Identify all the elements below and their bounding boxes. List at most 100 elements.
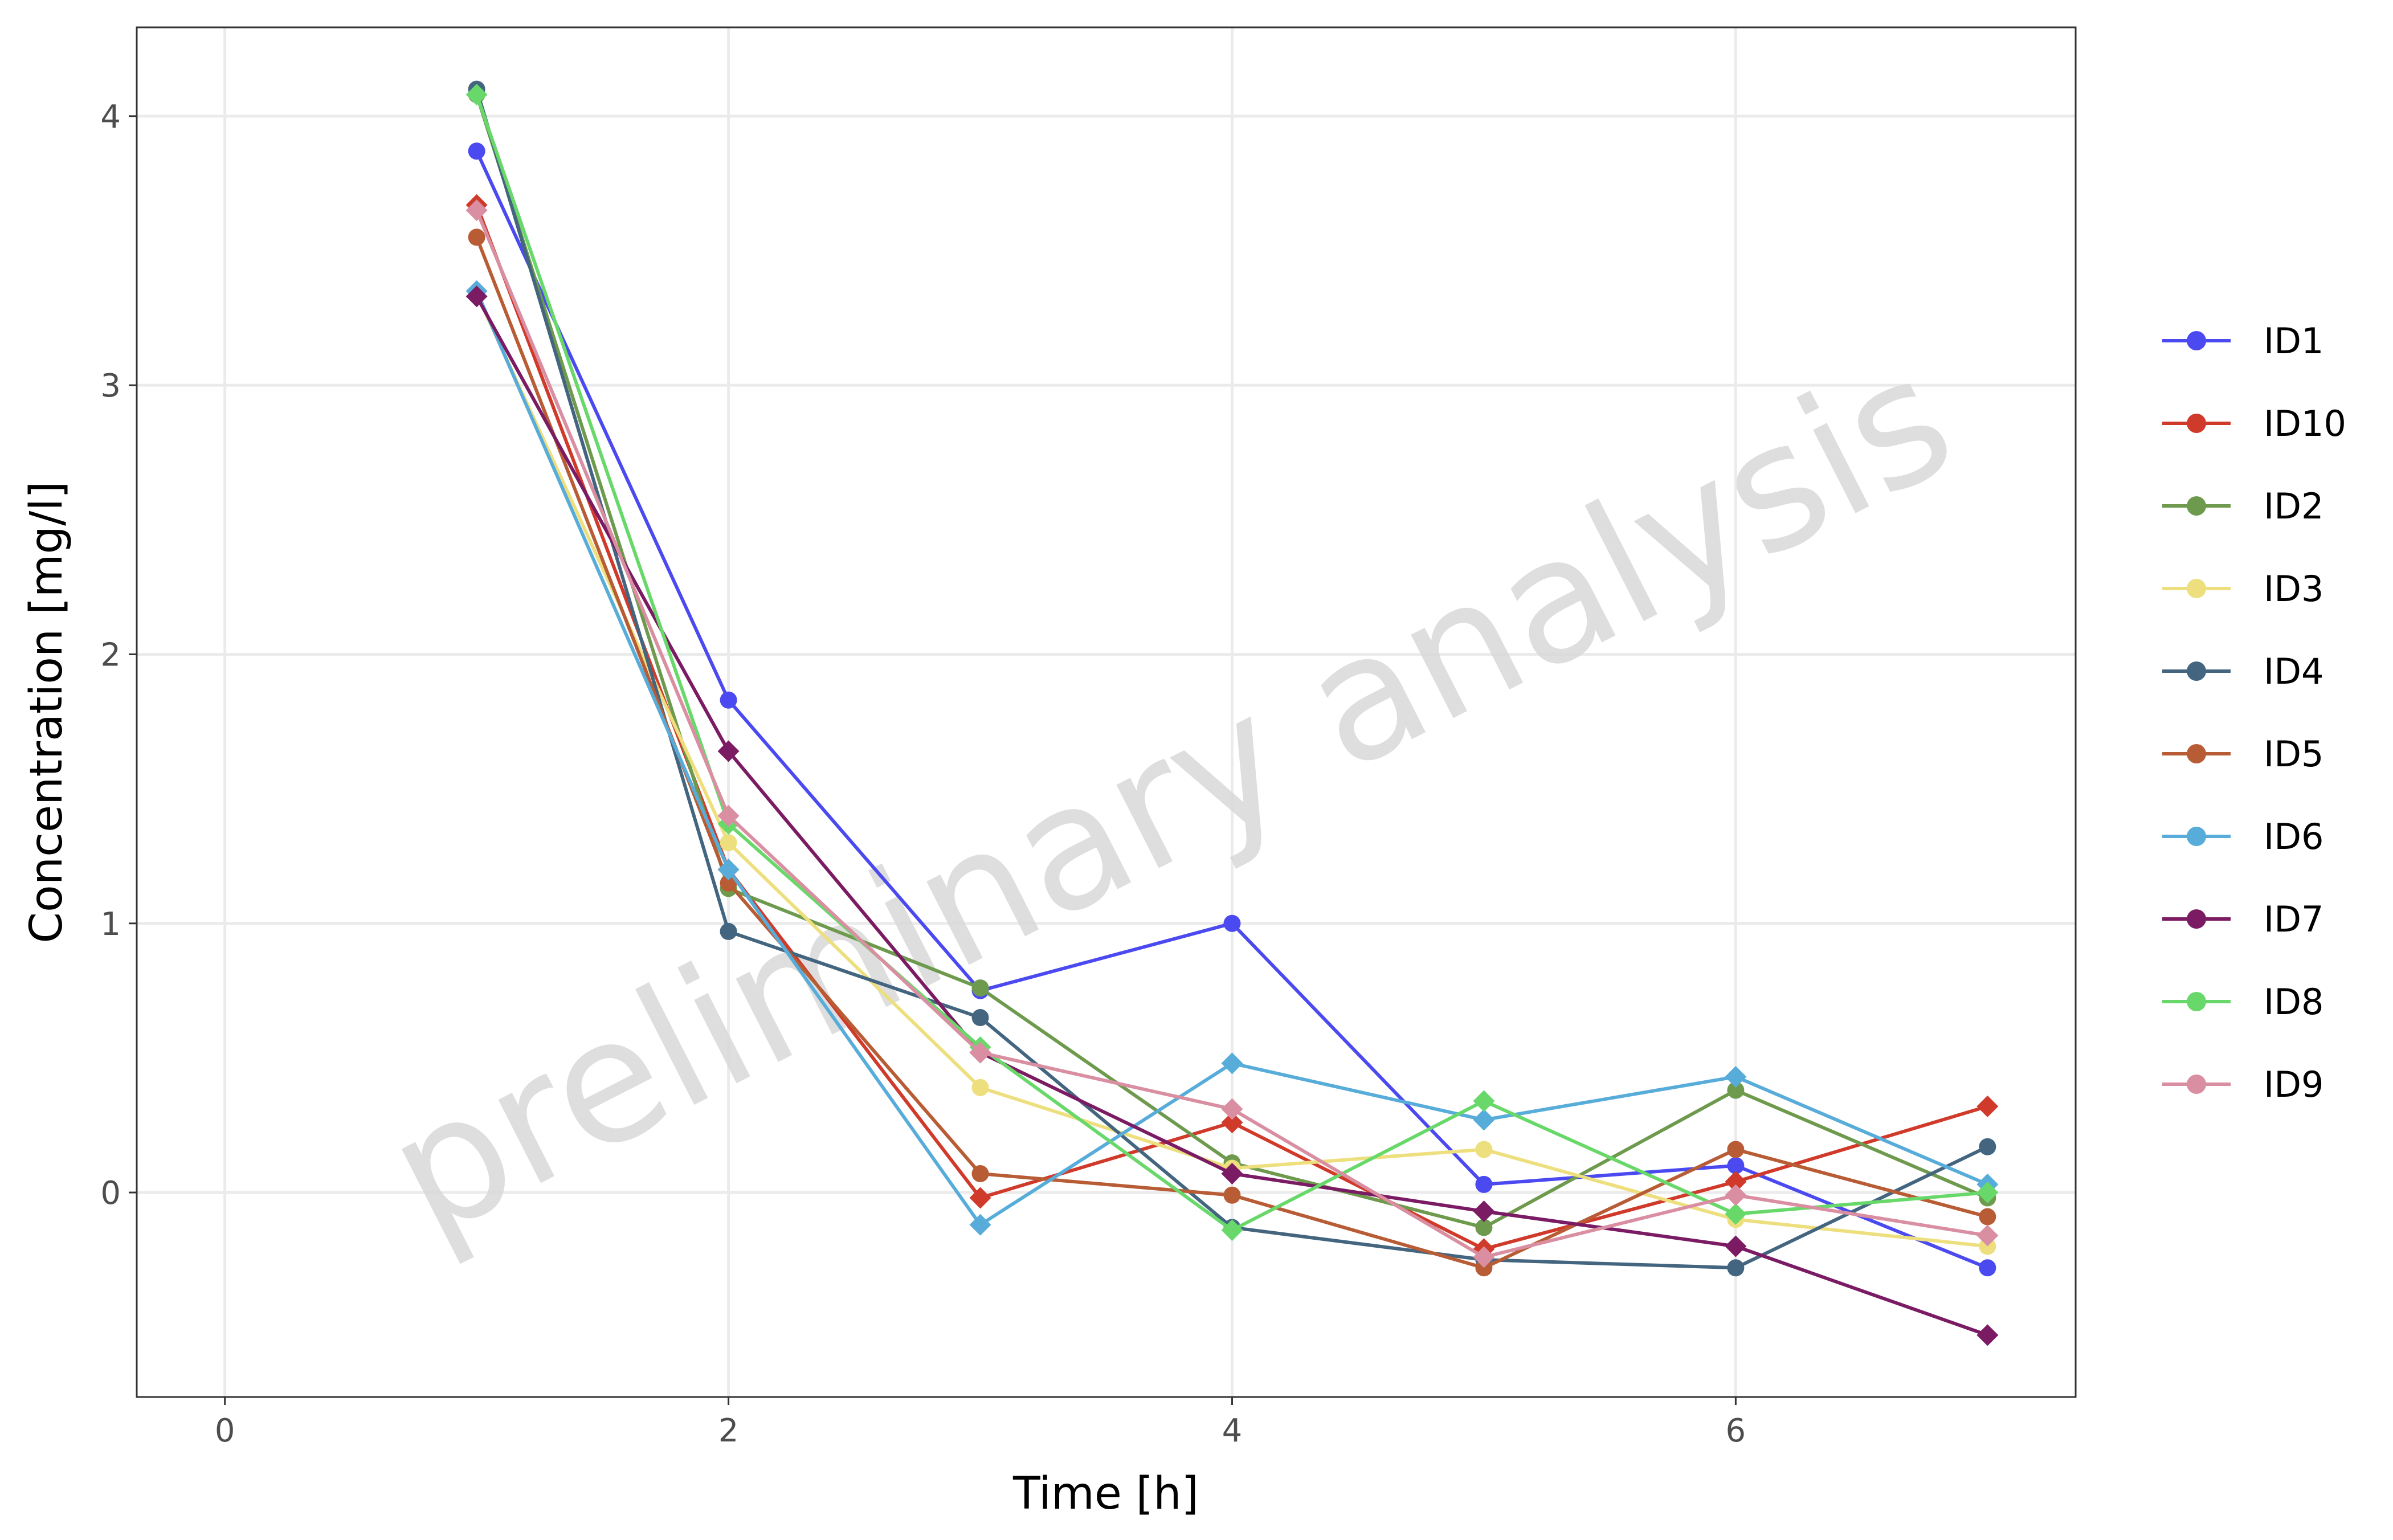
legend-key-marker <box>2187 331 2206 350</box>
data-point <box>1725 1235 1747 1257</box>
legend-label: ID2 <box>2264 485 2323 527</box>
y-axis: 0 1 2 3 4 <box>100 99 137 1212</box>
data-point <box>969 1041 991 1064</box>
data-point <box>971 1165 989 1182</box>
data-point <box>1725 1203 1747 1225</box>
data-point <box>1977 1095 1999 1117</box>
data-point <box>1223 914 1241 932</box>
legend-item-id1: ID1 <box>2162 320 2323 362</box>
data-point <box>1221 1098 1243 1120</box>
data-point <box>1725 1184 1747 1206</box>
data-point <box>1979 1138 1996 1155</box>
data-point <box>1475 1219 1493 1236</box>
y-tick-label: 2 <box>100 636 121 673</box>
data-point <box>1977 1182 1999 1204</box>
y-axis-title: Concentration [mg/l] <box>21 481 72 943</box>
legend: ID1 ID10 ID2 ID3 ID4 ID5 ID6 ID7 ID8 ID9 <box>2162 320 2346 1105</box>
legend-item-id9: ID9 <box>2162 1064 2323 1105</box>
legend-item-id5: ID5 <box>2162 733 2323 775</box>
data-point <box>1977 1324 1999 1346</box>
x-tick-label: 0 <box>215 1412 235 1449</box>
data-point <box>720 834 737 852</box>
series-id6 <box>465 280 1999 1236</box>
legend-label: ID10 <box>2264 403 2346 444</box>
data-point <box>1727 1081 1745 1099</box>
y-tick-label: 0 <box>100 1175 121 1212</box>
data-point <box>720 922 737 940</box>
data-point <box>720 874 737 892</box>
data-point <box>971 1009 989 1027</box>
series-id9 <box>465 199 1999 1268</box>
y-tick-label: 3 <box>100 367 121 405</box>
y-tick-label: 4 <box>100 99 121 136</box>
y-tick-label: 1 <box>100 906 121 943</box>
data-point <box>1473 1109 1495 1131</box>
data-point <box>971 979 989 997</box>
data-point <box>1727 1259 1745 1277</box>
data-point <box>1473 1200 1495 1223</box>
series-id5 <box>468 228 1996 1277</box>
legend-key-marker <box>2187 661 2206 681</box>
legend-key-marker <box>2187 909 2206 929</box>
data-point <box>1221 1162 1243 1184</box>
data-point <box>1979 1208 1996 1226</box>
legend-key-marker <box>2187 1075 2206 1094</box>
data-point <box>1475 1141 1493 1158</box>
legend-label: ID4 <box>2264 651 2323 692</box>
data-point <box>971 1079 989 1096</box>
data-point <box>969 1187 991 1209</box>
legend-item-id6: ID6 <box>2162 816 2323 857</box>
data-point <box>465 199 488 222</box>
legend-item-id2: ID2 <box>2162 485 2323 527</box>
data-point <box>1473 1090 1495 1112</box>
legend-item-id7: ID7 <box>2162 898 2323 940</box>
x-axis-title: Time [h] <box>1012 1468 1199 1519</box>
data-point <box>1725 1171 1747 1193</box>
plot-panel-background <box>137 27 2076 1397</box>
legend-key-marker <box>2187 496 2206 516</box>
data-point <box>465 84 488 106</box>
legend-label: ID1 <box>2264 320 2323 362</box>
data-point <box>465 285 488 308</box>
legend-key-marker <box>2187 414 2206 433</box>
legend-label: ID9 <box>2264 1064 2323 1105</box>
x-tick-label: 4 <box>1222 1412 1243 1449</box>
data-point <box>1977 1224 1999 1247</box>
data-point <box>1221 1052 1243 1075</box>
data-point <box>717 804 740 827</box>
legend-label: ID5 <box>2264 733 2323 775</box>
legend-label: ID8 <box>2264 981 2323 1023</box>
data-point <box>1221 1112 1243 1134</box>
legend-label: ID3 <box>2264 568 2323 610</box>
legend-key-marker <box>2187 744 2206 763</box>
data-point <box>720 691 737 709</box>
data-point <box>468 228 485 246</box>
data-point <box>1221 1219 1243 1241</box>
data-point <box>1727 1157 1745 1174</box>
legend-item-id10: ID10 <box>2162 403 2346 444</box>
data-point <box>1475 1175 1493 1193</box>
legend-item-id8: ID8 <box>2162 981 2323 1023</box>
data-point <box>1223 1186 1241 1204</box>
data-point <box>1473 1246 1495 1268</box>
data-point <box>969 1214 991 1236</box>
series-layer <box>465 80 1999 1346</box>
legend-label: ID7 <box>2264 898 2323 940</box>
legend-item-id4: ID4 <box>2162 651 2323 692</box>
legend-key-marker <box>2187 992 2206 1011</box>
data-point <box>1725 1065 1747 1088</box>
data-point <box>1727 1141 1745 1158</box>
data-point <box>468 142 485 160</box>
x-tick-label: 2 <box>718 1412 739 1449</box>
plot-panel <box>137 27 2076 1397</box>
plot-panel-border <box>136 26 2077 1398</box>
legend-item-id3: ID3 <box>2162 568 2323 610</box>
data-point <box>717 859 740 881</box>
x-tick-label: 6 <box>1726 1412 1746 1449</box>
data-point <box>1979 1259 1996 1277</box>
data-point <box>717 740 740 762</box>
x-axis: 0 2 4 6 <box>215 1397 1746 1449</box>
legend-key-marker <box>2187 827 2206 846</box>
legend-key-marker <box>2187 579 2206 598</box>
